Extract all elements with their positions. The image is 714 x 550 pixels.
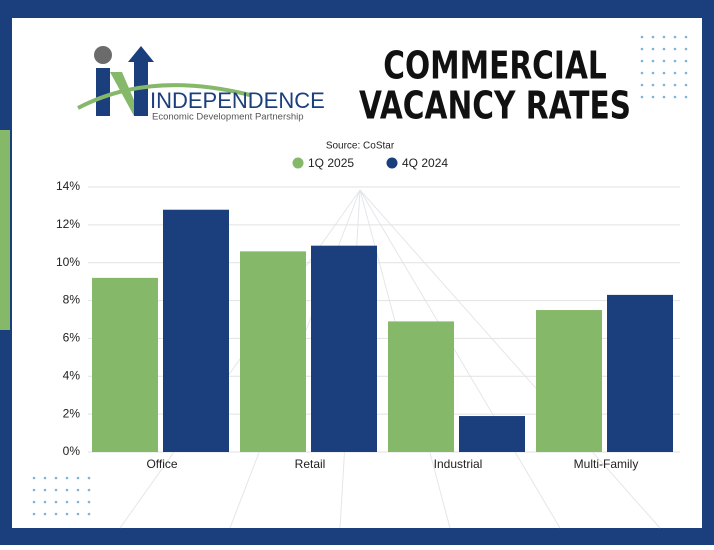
dot [87, 500, 91, 504]
dot [76, 488, 80, 492]
side-accent [0, 130, 10, 330]
dot [673, 47, 677, 51]
dot [640, 95, 644, 99]
dot [640, 71, 644, 75]
dot [651, 35, 655, 39]
legend-label: 1Q 2025 [308, 156, 354, 170]
logo-name: INDEPENDENCE [150, 88, 325, 113]
bar [388, 321, 454, 452]
dot [662, 71, 666, 75]
bar [607, 294, 673, 452]
dot [662, 59, 666, 63]
dot [684, 71, 688, 75]
dot [87, 476, 91, 480]
dot [76, 500, 80, 504]
dot [43, 500, 47, 504]
subtitle: Source: CoStar [326, 141, 395, 152]
dot [684, 83, 688, 87]
dot [65, 500, 69, 504]
dot [43, 512, 47, 516]
dot [32, 512, 36, 516]
dot [32, 488, 36, 492]
y-tick-label: 12% [56, 217, 80, 231]
dot [54, 500, 58, 504]
y-tick-label: 14% [56, 179, 80, 193]
dot [684, 47, 688, 51]
dot [640, 47, 644, 51]
y-tick-label: 10% [56, 255, 80, 269]
x-tick-label: Retail [295, 457, 326, 471]
dot [54, 488, 58, 492]
dot [651, 71, 655, 75]
dot [65, 512, 69, 516]
chart-title: VACANCY RATES [359, 84, 631, 129]
dot [673, 71, 677, 75]
dot [640, 59, 644, 63]
y-tick-label: 8% [63, 293, 81, 307]
dot [640, 83, 644, 87]
legend-swatch [292, 157, 304, 169]
dot [43, 476, 47, 480]
dot [684, 95, 688, 99]
dot [662, 47, 666, 51]
y-tick-label: 0% [63, 444, 81, 458]
dot [65, 476, 69, 480]
dot [673, 59, 677, 63]
y-tick-label: 2% [63, 406, 81, 420]
dot [651, 59, 655, 63]
dot [65, 488, 69, 492]
logo: INDEPENDENCE Economic Development Partne… [77, 46, 325, 123]
dot [640, 35, 644, 39]
dot [87, 512, 91, 516]
dot [87, 488, 91, 492]
dot [43, 488, 47, 492]
y-tick-label: 6% [63, 331, 81, 345]
dot [651, 47, 655, 51]
dot [662, 83, 666, 87]
dot [76, 512, 80, 516]
x-tick-label: Multi-Family [574, 457, 639, 471]
bar [240, 251, 306, 452]
dot [662, 95, 666, 99]
dot [32, 500, 36, 504]
dot [54, 476, 58, 480]
chart-title: COMMERCIAL [383, 44, 607, 89]
bar [311, 245, 377, 452]
dot [651, 95, 655, 99]
bar [92, 277, 158, 452]
bar [163, 209, 229, 452]
x-tick-label: Industrial [434, 457, 483, 471]
dot [54, 512, 58, 516]
bar [459, 416, 525, 452]
bar [536, 310, 602, 452]
dot [684, 59, 688, 63]
dot [32, 476, 36, 480]
dot [76, 476, 80, 480]
dot [673, 95, 677, 99]
dot [673, 35, 677, 39]
legend-label: 4Q 2024 [402, 156, 448, 170]
dot [651, 83, 655, 87]
dot [662, 35, 666, 39]
logo-tagline: Economic Development Partnership [152, 112, 304, 123]
legend-swatch [386, 157, 398, 169]
dot [673, 83, 677, 87]
dots [32, 35, 688, 516]
dot [684, 35, 688, 39]
y-tick-label: 4% [63, 368, 81, 382]
x-tick-label: Office [146, 457, 177, 471]
